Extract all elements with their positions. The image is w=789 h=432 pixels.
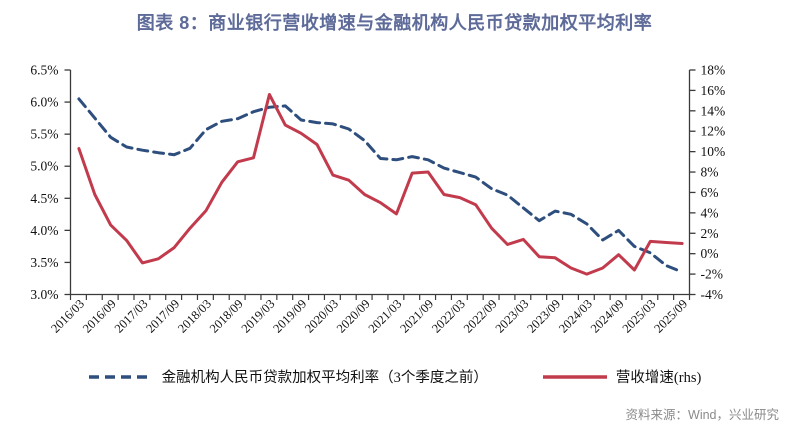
- x-axis-tick-label: 2022/03: [429, 297, 468, 336]
- x-axis-tick-label: 2018/03: [175, 297, 214, 336]
- loan-rate-line: [77, 97, 684, 274]
- solid-line-sample-icon: [542, 374, 607, 379]
- x-axis-tick-label: 2025/03: [620, 297, 659, 336]
- left-axis-tick-label: 5.0%: [30, 159, 58, 174]
- x-axis-tick-label: 2024/03: [556, 297, 595, 336]
- x-axis-tick-label: 2017/03: [112, 297, 151, 336]
- dashed-line-sample-icon: [88, 374, 153, 379]
- left-axis-tick-label: 3.5%: [30, 255, 58, 270]
- right-axis-tick-label: 6%: [701, 185, 719, 200]
- left-axis-tick-label: 6.5%: [30, 63, 58, 78]
- x-axis-tick-label: 2016/03: [48, 297, 87, 336]
- x-axis-tick-label: 2025/09: [651, 297, 690, 336]
- right-axis-tick-label: 16%: [701, 83, 726, 98]
- left-axis-tick-label: 4.5%: [30, 191, 58, 206]
- chart-legend: 金融机构人民币贷款加权平均利率（3个季度之前） 营收增速(rhs): [0, 366, 789, 387]
- right-axis-tick-label: -4%: [701, 287, 724, 302]
- x-axis-tick-label: 2022/09: [461, 297, 500, 336]
- x-axis-tick-label: 2018/09: [207, 297, 246, 336]
- x-axis-tick-label: 2016/09: [80, 297, 119, 336]
- x-axis-tick-label: 2020/03: [302, 297, 341, 336]
- x-axis-tick-label: 2017/09: [143, 297, 182, 336]
- x-axis-tick-label: 2021/03: [366, 297, 405, 336]
- left-axis-tick-label: 5.5%: [30, 127, 58, 142]
- right-axis-tick-label: 18%: [701, 63, 726, 78]
- right-axis-tick-label: 2%: [701, 226, 719, 241]
- left-axis-tick-label: 6.0%: [30, 95, 58, 110]
- x-axis-tick-label: 2021/09: [397, 297, 436, 336]
- source-note: 资料来源：Wind，兴业研究: [625, 408, 779, 422]
- x-axis-tick-label: 2023/03: [493, 297, 532, 336]
- right-axis-tick-label: 0%: [701, 246, 719, 261]
- right-axis-tick-label: 14%: [701, 103, 726, 118]
- right-axis-tick-label: 8%: [701, 165, 719, 180]
- revenue-growth-line: [77, 93, 684, 276]
- legend-item-loan-rate: 金融机构人民币贷款加权平均利率（3个季度之前）: [88, 366, 488, 387]
- legend-label-revenue: 营收增速(rhs): [615, 370, 702, 386]
- x-axis-tick-label: 2024/09: [588, 297, 627, 336]
- legend-item-revenue: 营收增速(rhs): [542, 366, 701, 387]
- right-axis-tick-label: 10%: [701, 144, 726, 159]
- legend-label-loan-rate: 金融机构人民币贷款加权平均利率（3个季度之前）: [161, 370, 488, 386]
- chart-title: 图表 8：商业银行营收增速与金融机构人民币贷款加权平均利率: [136, 13, 653, 33]
- x-axis-tick-label: 2019/09: [270, 297, 309, 336]
- x-axis-tick-label: 2020/09: [334, 297, 373, 336]
- right-axis-tick-label: 4%: [701, 205, 719, 220]
- right-axis-tick-label: 12%: [701, 124, 726, 139]
- x-axis-tick-label: 2019/03: [239, 297, 278, 336]
- right-axis-tick-label: -2%: [701, 267, 724, 282]
- left-axis-tick-label: 4.0%: [30, 223, 58, 238]
- left-axis-tick-label: 3.0%: [30, 287, 58, 302]
- x-axis-tick-label: 2023/09: [524, 297, 563, 336]
